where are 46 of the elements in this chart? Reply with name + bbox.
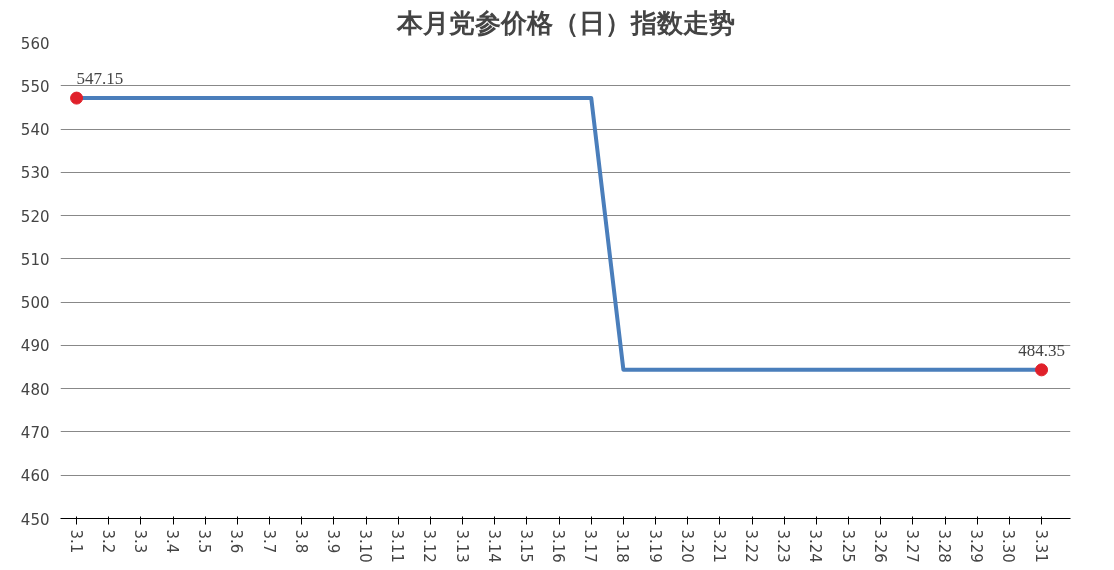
y-tick-label: 560 — [20, 34, 50, 53]
x-tick-label: 3.9 — [323, 529, 342, 554]
x-tick-label: 3.5 — [195, 529, 214, 554]
x-tick-label: 3.31 — [1031, 529, 1050, 563]
y-tick-label: 500 — [20, 294, 50, 313]
y-tick-label: 470 — [20, 423, 50, 442]
y-tick-label: 550 — [20, 77, 50, 96]
y-tick-label: 450 — [20, 510, 50, 529]
x-tick-label: 3.2 — [98, 529, 117, 554]
x-tick-label: 3.20 — [677, 529, 696, 563]
chart-title: 本月党参价格（日）指数走势 — [395, 7, 735, 38]
x-tick-label: 3.11 — [388, 529, 407, 563]
x-tick-label: 3.17 — [581, 529, 600, 563]
x-tick-label: 3.24 — [806, 529, 825, 563]
x-tick-label: 3.4 — [163, 529, 182, 554]
data-label: 484.35 — [1018, 340, 1065, 360]
data-label: 547.15 — [76, 69, 124, 89]
x-tick-label: 3.16 — [549, 529, 568, 563]
y-tick-label: 510 — [20, 250, 50, 269]
x-tick-label: 3.6 — [227, 529, 246, 554]
x-tick-label: 3.15 — [516, 529, 535, 563]
x-tick-label: 3.12 — [420, 529, 439, 563]
x-tick-label: 3.13 — [452, 529, 471, 563]
y-tick-label: 460 — [20, 467, 50, 486]
x-tick-label: 3.7 — [259, 529, 278, 554]
x-tick-label: 3.27 — [902, 529, 921, 563]
x-tick-label: 3.23 — [774, 529, 793, 563]
x-tick-label: 3.30 — [999, 529, 1018, 563]
y-tick-label: 480 — [20, 380, 50, 399]
y-tick-label: 530 — [20, 164, 50, 183]
x-tick-label: 3.28 — [935, 529, 954, 563]
y-tick-label: 490 — [20, 337, 50, 356]
x-tick-label: 3.8 — [291, 529, 310, 554]
x-tick-label: 3.21 — [709, 529, 728, 563]
x-tick-label: 3.26 — [870, 529, 889, 563]
x-tick-label: 3.1 — [66, 529, 85, 554]
y-tick-label: 520 — [20, 207, 50, 226]
x-tick-label: 3.29 — [967, 529, 986, 563]
x-tick-label: 3.10 — [356, 529, 375, 563]
y-tick-label: 540 — [20, 121, 50, 140]
x-tick-label: 3.25 — [838, 529, 857, 563]
x-tick-label: 3.14 — [484, 529, 503, 563]
x-tick-label: 3.18 — [613, 529, 632, 563]
x-tick-label: 3.3 — [130, 529, 149, 554]
x-tick-label: 3.22 — [742, 529, 761, 563]
x-tick-label: 3.19 — [645, 529, 664, 563]
